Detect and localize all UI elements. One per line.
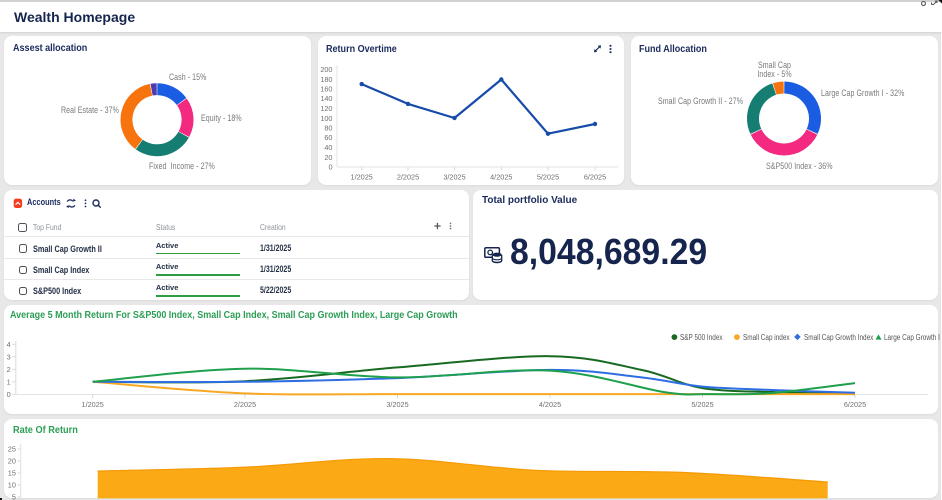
svg-text:0: 0 — [7, 390, 11, 399]
svg-text:2/2025: 2/2025 — [234, 400, 256, 409]
svg-text:10: 10 — [8, 481, 16, 490]
svg-text:80: 80 — [324, 124, 332, 133]
svg-text:4: 4 — [7, 340, 11, 349]
svg-text:1: 1 — [7, 377, 11, 386]
svg-text:180: 180 — [320, 75, 332, 84]
svg-text:6/2025: 6/2025 — [844, 400, 866, 409]
svg-text:40: 40 — [324, 143, 332, 152]
svg-text:1/2025: 1/2025 — [351, 173, 373, 182]
svg-text:120: 120 — [320, 104, 332, 113]
svg-text:60: 60 — [324, 133, 332, 142]
svg-text:3: 3 — [7, 352, 11, 361]
svg-text:5/2025: 5/2025 — [537, 173, 559, 182]
svg-text:2: 2 — [7, 365, 11, 374]
svg-text:20: 20 — [324, 153, 332, 162]
svg-text:160: 160 — [320, 85, 332, 94]
svg-text:200: 200 — [320, 65, 332, 74]
svg-text:0: 0 — [328, 163, 332, 172]
svg-text:100: 100 — [320, 114, 332, 123]
svg-text:4/2025: 4/2025 — [539, 400, 561, 409]
svg-text:15: 15 — [8, 469, 16, 478]
svg-text:3/2025: 3/2025 — [386, 400, 408, 409]
svg-text:25: 25 — [8, 445, 16, 454]
svg-text:5/2025: 5/2025 — [691, 400, 713, 409]
svg-text:6/2025: 6/2025 — [584, 173, 606, 182]
svg-text:5: 5 — [12, 492, 16, 500]
svg-text:2/2025: 2/2025 — [397, 173, 419, 182]
svg-text:140: 140 — [320, 94, 332, 103]
svg-text:3/2025: 3/2025 — [443, 173, 465, 182]
svg-text:20: 20 — [8, 457, 16, 466]
svg-text:1/2025: 1/2025 — [82, 400, 104, 409]
svg-text:4/2025: 4/2025 — [490, 173, 512, 182]
